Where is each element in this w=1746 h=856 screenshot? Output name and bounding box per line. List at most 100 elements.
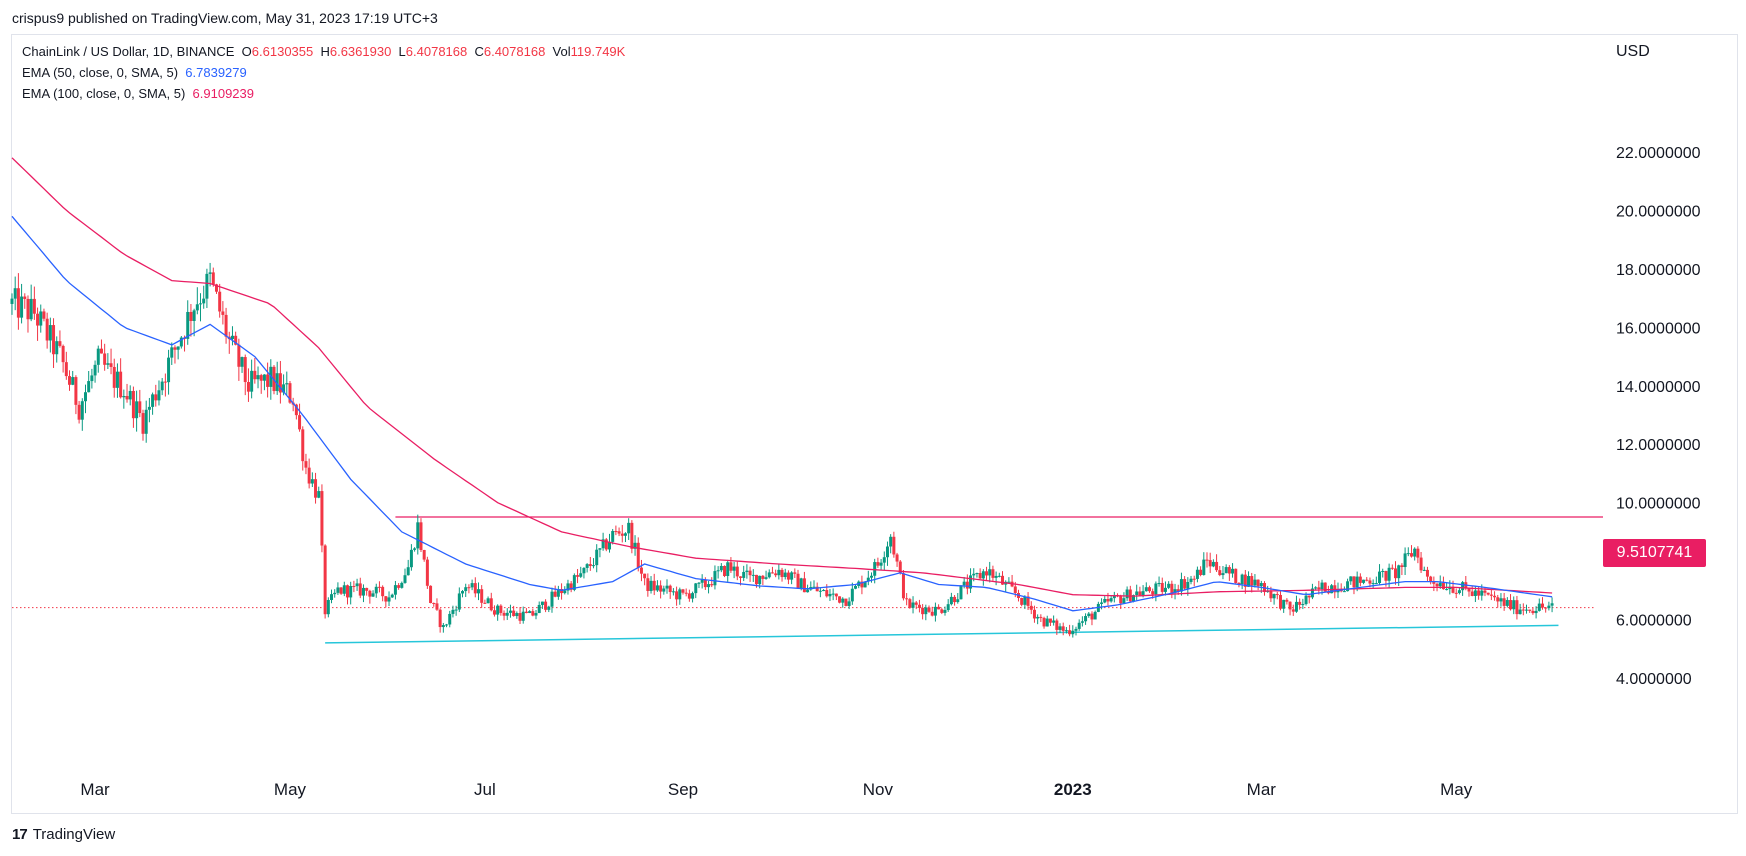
candle-body <box>582 567 586 574</box>
candle-body <box>23 296 27 299</box>
candle-body <box>1144 587 1148 592</box>
candle-body <box>1317 587 1321 590</box>
candle-body <box>885 546 889 558</box>
candle-body <box>828 593 832 597</box>
candle-body <box>518 613 522 621</box>
candle-body <box>1240 574 1244 585</box>
candle-body <box>1125 589 1129 599</box>
candle-body <box>505 612 509 616</box>
candle-body <box>64 362 68 377</box>
chart-frame[interactable] <box>11 34 1738 814</box>
candle-body <box>981 571 985 579</box>
candle-body <box>841 598 845 603</box>
candle-body <box>636 542 640 568</box>
candle-body <box>422 549 426 560</box>
candle-body <box>234 335 238 345</box>
candle-body <box>732 566 736 571</box>
legend-vol-label: Vol <box>552 44 571 59</box>
candle-body <box>243 357 247 383</box>
candle-body <box>438 609 442 628</box>
candle-body <box>1151 591 1155 595</box>
candle-body <box>246 382 250 392</box>
candle-body <box>454 609 458 611</box>
candle-body <box>1163 587 1167 592</box>
candle-body <box>381 586 385 597</box>
candle-body <box>649 580 653 591</box>
candle-body <box>758 575 762 585</box>
candle-body <box>604 539 608 550</box>
candle-body <box>854 585 858 589</box>
candle-body <box>767 572 771 578</box>
candle-body <box>240 357 244 367</box>
y-tick-label: 6.0000000 <box>1616 613 1692 630</box>
candle-body <box>754 574 758 585</box>
candle-body <box>524 611 528 614</box>
candle-body <box>1275 594 1279 596</box>
legend-ema100[interactable]: EMA (100, close, 0, SMA, 5) 6.9109239 <box>22 86 254 101</box>
candle-body <box>1256 579 1260 587</box>
candle-body <box>793 572 797 574</box>
candle-body <box>1496 597 1500 602</box>
candle-body <box>1534 610 1538 614</box>
candle-body <box>10 298 14 304</box>
candle-body <box>534 613 538 616</box>
candle-body <box>997 575 1001 577</box>
candle-body <box>528 611 532 614</box>
candle-body <box>946 604 950 611</box>
candle-body <box>1400 565 1404 568</box>
candle-body <box>397 585 401 588</box>
candle-body <box>253 370 257 380</box>
candle-body <box>1128 589 1132 602</box>
candle-body <box>326 599 330 615</box>
candle-body <box>1451 586 1455 593</box>
candle-body <box>342 585 346 594</box>
candle-body <box>115 371 119 388</box>
candle-body <box>537 604 541 614</box>
candle-body <box>937 606 941 610</box>
candle-body <box>68 376 72 385</box>
candle-body <box>1208 560 1212 567</box>
candle-body <box>991 569 995 578</box>
candle-body <box>870 575 874 578</box>
candle-body <box>1505 600 1509 606</box>
candle-body <box>831 593 835 595</box>
candle-body <box>1550 603 1554 606</box>
candle-body <box>569 583 573 590</box>
x-tick-label: Nov <box>863 780 894 799</box>
candle-body <box>1413 548 1417 557</box>
legend-ema50[interactable]: EMA (50, close, 0, SMA, 5) 6.7839279 <box>22 65 247 80</box>
candle-body <box>1192 578 1196 580</box>
candle-body <box>154 394 158 401</box>
candle-body <box>1288 601 1292 610</box>
candle-body <box>195 304 199 311</box>
candle-body <box>710 584 714 586</box>
candle-body <box>777 569 781 576</box>
candle-body <box>1480 590 1484 596</box>
candle-body <box>1170 583 1174 593</box>
candle-body <box>1349 576 1353 582</box>
candle-body <box>1435 583 1439 587</box>
candle-body <box>1362 579 1366 583</box>
candle-body <box>540 601 544 605</box>
candle-body <box>876 562 880 566</box>
footer-brand[interactable]: 17 TradingView <box>12 826 115 843</box>
candle-body <box>1036 616 1040 619</box>
candle-body <box>908 599 912 608</box>
candle-body <box>1247 576 1251 587</box>
candle-body <box>1521 609 1525 611</box>
candle-body <box>1055 620 1059 630</box>
candle-body <box>499 605 503 613</box>
candle-body <box>310 479 314 484</box>
candle-body <box>451 609 455 614</box>
candle-body <box>1080 621 1084 623</box>
candle-body <box>1540 603 1544 608</box>
candle-body <box>1477 590 1481 596</box>
candle-body <box>1183 579 1187 589</box>
candle-body <box>1454 592 1458 594</box>
candle-body <box>1020 597 1024 605</box>
candle-body <box>1381 570 1385 572</box>
candle-body <box>1486 592 1490 595</box>
candle-body <box>892 536 896 555</box>
candle-body <box>723 565 727 577</box>
